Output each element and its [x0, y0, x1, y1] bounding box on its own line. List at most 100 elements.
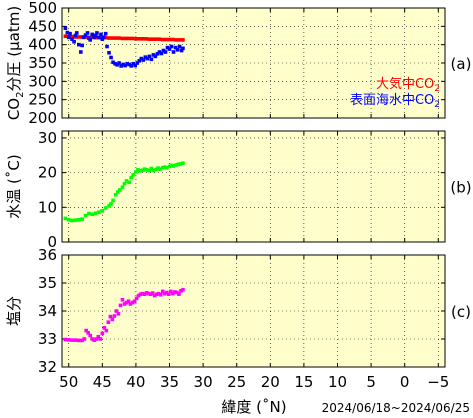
- data-point: [164, 37, 168, 42]
- data-point: [74, 31, 79, 35]
- data-point: [134, 37, 138, 41]
- data-point: [88, 38, 93, 42]
- x-tick-label: 35: [160, 373, 179, 391]
- data-point: [149, 57, 154, 62]
- data-point: [181, 161, 185, 166]
- data-point: [87, 211, 91, 216]
- data-point: [140, 291, 145, 296]
- data-point: [112, 314, 117, 318]
- data-point: [121, 62, 125, 67]
- x-tick-label: 20: [261, 373, 280, 391]
- data-point: [83, 213, 88, 218]
- y-tick-label: 200: [28, 109, 57, 127]
- data-point: [117, 61, 121, 65]
- data-point: [104, 328, 109, 333]
- data-point: [117, 188, 122, 192]
- data-point: [155, 52, 160, 56]
- data-point: [137, 37, 142, 41]
- x-tick-label: 0: [400, 373, 410, 391]
- data-point: [93, 33, 98, 38]
- data-point: [72, 39, 76, 44]
- data-point: [129, 64, 134, 68]
- data-point: [109, 55, 113, 60]
- legend-entry: 大気中CO2: [376, 76, 440, 94]
- data-point: [157, 50, 162, 54]
- data-point: [158, 167, 162, 171]
- panel-1: 0 10 20 30 (b) 水温 (˚C): [5, 129, 472, 251]
- data-point: [114, 309, 119, 313]
- data-point: [154, 167, 158, 172]
- panel-2: 32 33 34 35 36 (c) 塩分: [5, 246, 471, 376]
- data-point: [134, 170, 138, 174]
- data-point: [90, 212, 95, 217]
- y-tick-label: 450: [28, 17, 57, 35]
- data-point: [111, 198, 115, 203]
- data-point: [131, 61, 136, 66]
- data-point: [120, 36, 125, 41]
- data-point: [154, 292, 159, 296]
- data-point: [115, 190, 120, 194]
- data-point: [135, 61, 140, 65]
- data-point: [70, 37, 74, 41]
- data-point: [158, 292, 163, 297]
- data-point: [177, 44, 182, 49]
- data-point: [171, 164, 176, 168]
- data-point: [103, 31, 108, 36]
- data-point: [156, 291, 161, 296]
- x-tick-label: 40: [126, 373, 145, 391]
- plot-frame: [61, 7, 446, 119]
- data-point: [105, 44, 109, 49]
- data-point: [113, 193, 118, 197]
- data-point: [148, 292, 153, 296]
- y-tick-label: 400: [28, 36, 57, 54]
- y-tick-label: 32: [38, 358, 57, 376]
- x-tick-label: 45: [93, 373, 112, 391]
- data-point: [181, 46, 185, 51]
- y-tick-label: 0: [47, 233, 57, 251]
- data-point: [119, 64, 123, 68]
- data-point: [178, 162, 183, 166]
- data-point: [174, 38, 179, 42]
- data-point: [127, 62, 131, 67]
- data-point: [122, 181, 127, 186]
- data-point: [90, 35, 95, 40]
- data-point: [101, 35, 106, 40]
- data-point: [113, 36, 118, 40]
- data-point: [167, 164, 172, 169]
- data-point: [84, 328, 88, 333]
- data-point: [106, 320, 111, 324]
- data-point: [133, 63, 138, 68]
- data-point: [66, 35, 71, 40]
- plot-frame: [61, 254, 446, 368]
- data-point: [80, 217, 84, 221]
- x-tick-label: 10: [328, 373, 347, 391]
- data-point: [173, 45, 178, 50]
- data-point: [98, 337, 103, 341]
- data-point: [79, 50, 83, 54]
- data-point: [169, 163, 174, 168]
- data-point: [100, 331, 105, 336]
- data-point: [151, 168, 156, 173]
- data-point: [160, 289, 165, 294]
- data-point: [127, 36, 131, 41]
- data-point: [141, 58, 146, 62]
- data-point: [132, 299, 137, 303]
- data-point: [125, 61, 129, 66]
- data-point: [146, 291, 151, 296]
- data-point: [167, 292, 171, 296]
- data-point: [174, 163, 179, 167]
- data-point: [147, 168, 152, 173]
- data-point: [110, 36, 115, 40]
- plot-area: [62, 131, 445, 242]
- series-1-0: [63, 161, 185, 223]
- data-point: [144, 168, 149, 172]
- data-point: [88, 333, 93, 338]
- data-point: [160, 165, 165, 170]
- data-point: [73, 33, 78, 38]
- data-point: [177, 292, 181, 296]
- y-axis-label: CO2分圧 (µatm): [5, 6, 26, 120]
- data-point: [70, 338, 74, 342]
- y-tick-label: 34: [38, 302, 57, 320]
- data-point: [179, 48, 184, 53]
- data-point: [76, 35, 81, 39]
